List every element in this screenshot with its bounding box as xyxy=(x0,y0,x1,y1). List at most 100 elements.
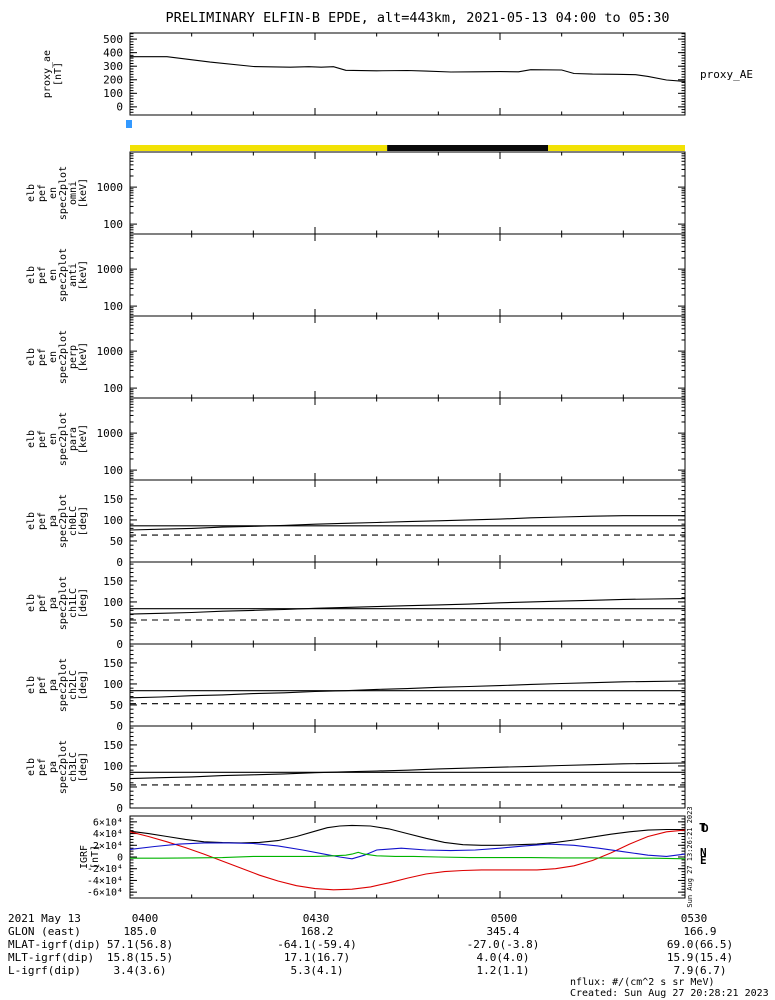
en-perp-ylabel: spec2plot xyxy=(58,330,69,384)
created-note: Created: Sun Aug 27 20:28:21 2023 xyxy=(570,988,769,999)
footer-time-label: 0430 xyxy=(302,912,330,925)
igrf-ylabel: IGRF xyxy=(79,845,90,869)
pa-ch1lc-ytick-label: 100 xyxy=(103,596,123,609)
proxy-ae-ylabel: [nT] xyxy=(53,62,64,86)
en-omni-ylabel: [keV] xyxy=(78,178,89,208)
pa-rising-line xyxy=(129,598,686,615)
pa-ch1lc-ylabel: spec2plot xyxy=(58,576,69,630)
igrf-ytick-label: 4×10⁴ xyxy=(93,829,123,840)
pa-ch3lc-ytick-label: 0 xyxy=(116,802,123,815)
footer-value: -27.0(-3.8) xyxy=(466,938,540,951)
en-perp-ylabel: pef xyxy=(37,348,48,366)
en-para-ylabel: elb xyxy=(26,430,37,448)
orbit-colorbar-segment xyxy=(387,145,549,151)
footer-value: 345.4 xyxy=(486,925,520,938)
pa-ch1lc-ytick-label: 0 xyxy=(116,638,123,651)
en-perp-ylabel: [keV] xyxy=(78,342,89,372)
igrf-total-line xyxy=(129,824,685,846)
orbit-start-marker xyxy=(126,120,132,128)
en-anti-ylabel: en xyxy=(48,269,59,281)
proxy-ae-ytick-label: 100 xyxy=(103,87,123,100)
en-perp-ylabel: perp xyxy=(68,345,79,369)
pa-ch1lc-ylabel: pa xyxy=(48,597,59,609)
pa-ch3lc-ytick-label: 150 xyxy=(103,739,123,752)
pa-ch2lc-ylabel: pa xyxy=(48,679,59,691)
en-omni-ylabel: elb xyxy=(26,184,37,202)
pa-ch1lc-ylabel: elb xyxy=(26,594,37,612)
footer-value: 15.9(15.4) xyxy=(666,951,734,964)
igrf-ytick-label: -4×10⁴ xyxy=(87,876,123,887)
pa-ch3lc-ylabel: [deg] xyxy=(78,752,89,782)
footer-row-label: L-igrf(dip) xyxy=(8,964,81,977)
footer-value: 7.9(6.7) xyxy=(673,964,727,977)
en-perp-ytick-label: 100 xyxy=(103,382,123,395)
pa-rising-line xyxy=(129,515,685,531)
pa-ch0lc-ylabel: elb xyxy=(26,512,37,530)
pa-ch3lc-frame xyxy=(129,725,686,809)
pa-ch2lc-ytick-label: 0 xyxy=(116,720,123,733)
footer-value: 4.0(4.0) xyxy=(476,951,530,964)
pa-ch1lc-ytick-label: 150 xyxy=(103,575,123,588)
footer-value: 17.1(16.7) xyxy=(283,951,351,964)
pa-ch3lc-ytick-label: 50 xyxy=(110,781,123,794)
pa-ch0lc-ylabel: pef xyxy=(37,512,48,530)
footer-row-label: GLON (east) xyxy=(8,925,81,938)
en-para-ytick-label: 100 xyxy=(103,464,123,477)
pa-ch3lc-ylabel: ch3LC xyxy=(68,752,79,782)
pa-ch0lc-ylabel: ch0LC xyxy=(68,506,79,536)
pa-ch2lc-ylabel: elb xyxy=(26,676,37,694)
footer-value: 69.0(66.5) xyxy=(666,938,734,951)
igrf-ytick-label: -6×10⁴ xyxy=(87,888,123,899)
igrf-ytick-label: -2×10⁴ xyxy=(87,864,123,875)
proxy-ae-ytick-label: 0 xyxy=(116,101,123,114)
en-anti-ylabel: anti xyxy=(68,263,79,287)
pa-ch0lc-ylabel: pa xyxy=(48,515,59,527)
pa-ch1lc-ylabel: pef xyxy=(37,594,48,612)
footer-value: 185.0 xyxy=(123,925,157,938)
pa-ch1lc-ylabel: ch1LC xyxy=(68,588,79,618)
en-para-frame xyxy=(129,397,686,481)
pa-rising-line xyxy=(129,762,686,780)
en-omni-ytick-label: 1000 xyxy=(97,181,124,194)
pa-ch0lc-frame xyxy=(129,479,686,563)
legend-E: E xyxy=(700,854,707,867)
footer-row-label: MLAT-igrf(dip) xyxy=(8,938,101,951)
en-perp-ylabel: elb xyxy=(26,348,37,366)
igrf-ytick-label: 6×10⁴ xyxy=(93,817,123,828)
pa-ch1lc-frame xyxy=(129,561,686,645)
orbit-colorbar-segment xyxy=(130,145,388,151)
en-perp-frame xyxy=(129,315,686,399)
en-omni-ytick-label: 100 xyxy=(103,218,123,231)
en-perp-ylabel: en xyxy=(48,351,59,363)
pa-ch3lc-ylabel: spec2plot xyxy=(58,740,69,794)
en-omni-ylabel: pef xyxy=(37,184,48,202)
pa-ch2lc-ylabel: ch2LC xyxy=(68,670,79,700)
legend-N: N xyxy=(700,846,707,859)
footer-value: 5.3(4.1) xyxy=(290,964,344,977)
pa-ch3lc-ylabel: elb xyxy=(26,758,37,776)
footer-value: -64.1(-59.4) xyxy=(277,938,357,951)
igrf-ytick-label: 2×10⁴ xyxy=(93,841,123,852)
pa-ch0lc-ytick-label: 100 xyxy=(103,514,123,527)
en-anti-ylabel: pef xyxy=(37,266,48,284)
footer-value: 168.2 xyxy=(300,925,334,938)
pa-ch2lc-frame xyxy=(129,643,686,727)
proxy-ae-ytick-label: 500 xyxy=(103,33,123,46)
en-anti-ytick-label: 100 xyxy=(103,300,123,313)
footer-time-label: 0530 xyxy=(680,912,708,925)
nflux-note: nflux: #/(cm^2 s sr MeV) xyxy=(570,977,715,988)
en-omni-ylabel: spec2plot xyxy=(58,166,69,220)
pa-ch0lc-ytick-label: 150 xyxy=(103,493,123,506)
en-para-ylabel: pef xyxy=(37,430,48,448)
igrf-ylabel: [nT] xyxy=(90,845,101,869)
en-omni-ylabel: en xyxy=(48,187,59,199)
footer-value: 3.4(3.6) xyxy=(113,964,167,977)
proxy-ae-ytick-label: 400 xyxy=(103,47,123,60)
en-para-ylabel: spec2plot xyxy=(58,412,69,466)
pa-rising-line xyxy=(129,680,686,699)
en-perp-ytick-label: 1000 xyxy=(97,345,124,358)
pa-ch0lc-ylabel: [deg] xyxy=(78,506,89,536)
en-para-ylabel: para xyxy=(68,427,79,451)
en-para-ylabel: [keV] xyxy=(78,424,89,454)
